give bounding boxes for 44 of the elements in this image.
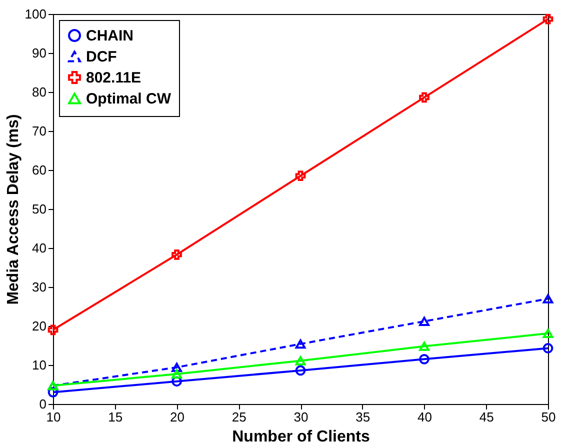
- legend-label: CHAIN: [86, 28, 134, 44]
- legend-label: Optimal CW: [86, 90, 172, 108]
- x-tick-label: 40: [418, 410, 432, 424]
- y-tick-label: 50: [32, 202, 46, 216]
- x-tick-label: 30: [294, 410, 308, 424]
- x-tick-label: 20: [170, 410, 184, 424]
- point: [48, 387, 58, 398]
- point: [419, 316, 430, 326]
- point: [419, 354, 430, 364]
- point: [172, 362, 182, 372]
- point: [172, 376, 182, 387]
- point: [542, 294, 554, 304]
- x-tick-label: 10: [46, 410, 61, 424]
- point: [172, 249, 182, 260]
- x-tick-label: 35: [356, 410, 370, 424]
- point: [542, 14, 554, 24]
- point: [542, 343, 554, 354]
- y-tick-label: 80: [32, 84, 46, 100]
- y-tick-label: 40: [32, 240, 46, 256]
- legend-label: 802.11E: [86, 70, 142, 86]
- point: [419, 342, 430, 351]
- point: [48, 324, 58, 336]
- x-axis-title: Number of Clients: [232, 428, 370, 446]
- y-tick-label: 10: [32, 358, 46, 372]
- y-tick-label: 60: [32, 162, 46, 178]
- point: [172, 369, 182, 379]
- point: [295, 339, 306, 349]
- y-tick-label: 70: [32, 124, 46, 138]
- x-tick-label: 50: [541, 410, 556, 424]
- point: [295, 356, 306, 366]
- x-tick-label: 45: [479, 410, 494, 424]
- point: [295, 170, 306, 182]
- x-tick-label: 15: [108, 410, 123, 424]
- point: [542, 328, 554, 338]
- y-tick-label: 90: [32, 46, 46, 60]
- y-tick-label: 100: [24, 6, 46, 22]
- legend-label: DCF: [86, 48, 117, 66]
- y-axis-title: Media Access Delay (ms): [4, 114, 22, 305]
- x-tick-label: 25: [232, 410, 246, 424]
- point: [419, 92, 430, 103]
- point: [295, 365, 306, 376]
- y-tick-label: 30: [32, 280, 46, 294]
- y-tick-label: 0: [39, 396, 46, 412]
- y-tick-label: 20: [32, 318, 46, 334]
